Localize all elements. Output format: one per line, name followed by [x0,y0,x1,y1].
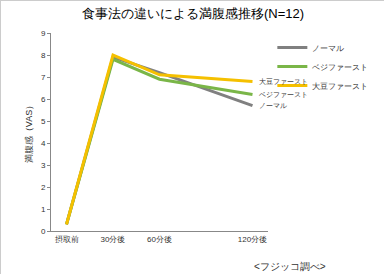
svg-text:8: 8 [41,51,46,60]
svg-text:0: 0 [41,227,46,236]
svg-text:9: 9 [41,29,46,38]
svg-text:ノーマル: ノーマル [259,102,287,109]
svg-text:摂取前: 摂取前 [55,235,79,244]
svg-text:60分後: 60分後 [147,235,172,244]
svg-text:ベジファースト: ベジファースト [312,63,368,72]
svg-text:食事法の違いによる満腹感推移(N=12): 食事法の違いによる満腹感推移(N=12) [82,6,304,21]
svg-text:120分後: 120分後 [238,235,267,244]
svg-text:5: 5 [41,117,46,126]
svg-text:<フジッコ調べ>: <フジッコ調べ> [254,261,326,272]
svg-text:満腹感（VAS）: 満腹感（VAS） [24,101,34,163]
svg-text:ベジファースト: ベジファースト [259,91,308,98]
svg-text:ノーマル: ノーマル [312,44,344,53]
svg-text:3: 3 [41,161,46,170]
svg-text:1: 1 [41,205,46,214]
svg-text:7: 7 [41,73,46,82]
svg-text:4: 4 [41,139,46,148]
svg-text:大豆ファースト: 大豆ファースト [312,82,368,91]
svg-text:大豆ファースト: 大豆ファースト [259,78,308,85]
svg-text:6: 6 [41,95,46,104]
svg-text:2: 2 [41,183,46,192]
svg-text:30分後: 30分後 [101,235,126,244]
